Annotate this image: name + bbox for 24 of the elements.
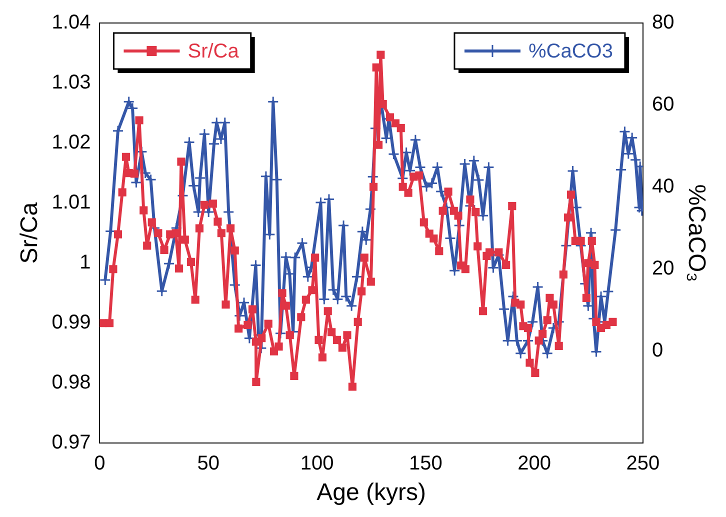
y2-tick-label: 40 xyxy=(652,175,674,198)
y2-axis-title: %CaCO₃ xyxy=(682,184,710,282)
y-tick-label: 0.97 xyxy=(52,432,91,454)
y-tick-label: 1.02 xyxy=(52,132,91,154)
x-tick-label: 250 xyxy=(626,452,660,475)
x-tick-label: 50 xyxy=(197,452,220,475)
legend-label: %CaCO3 xyxy=(528,40,613,63)
x-tick-label: 0 xyxy=(94,452,106,475)
x-tick-label: 200 xyxy=(518,452,551,475)
x-axis-title: Age (kyrs) xyxy=(316,479,426,506)
y-axis-title: Sr/Ca xyxy=(16,202,44,264)
y-tick-label: 1 xyxy=(80,252,91,274)
y-tick-label: 1.01 xyxy=(52,192,91,214)
x-tick-label: 100 xyxy=(300,452,334,475)
y-tick-label: 0.99 xyxy=(52,312,91,334)
y-tick-label: 0.98 xyxy=(52,372,91,394)
y2-tick-label: 20 xyxy=(652,257,674,280)
y2-tick-label: 0 xyxy=(652,339,664,362)
legend-label: Sr/Ca xyxy=(188,40,240,63)
y2-tick-label: 60 xyxy=(652,94,674,116)
y2-tick-label: 80 xyxy=(652,12,674,34)
y-tick-label: 1.04 xyxy=(52,12,91,34)
x-tick-label: 150 xyxy=(408,452,442,475)
y-tick-label: 1.03 xyxy=(52,72,91,94)
